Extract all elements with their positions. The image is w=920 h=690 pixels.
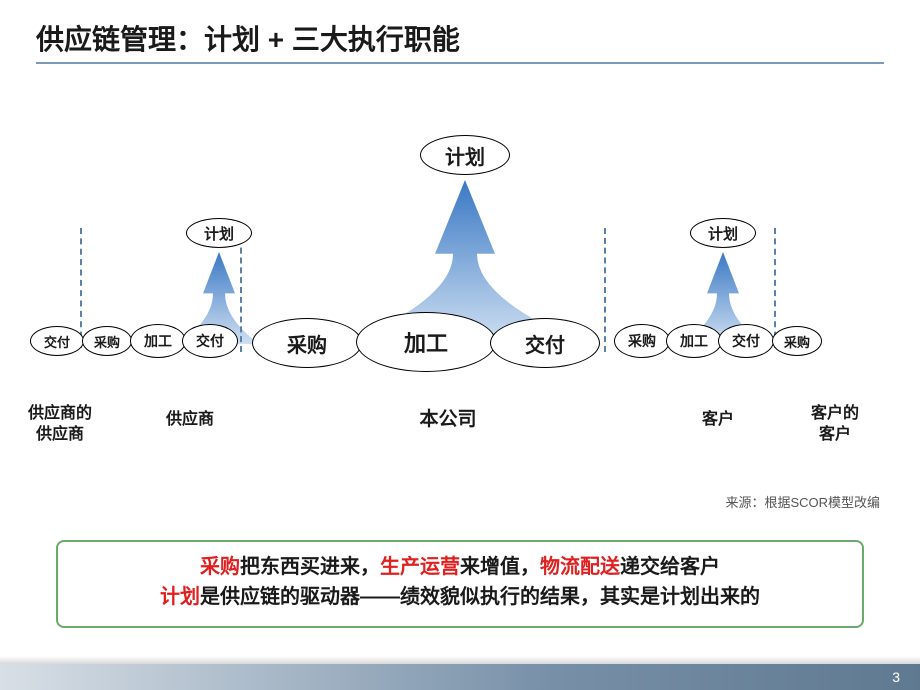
plan-node-left: 计划 (186, 218, 252, 248)
footer-bar: 3 (0, 664, 920, 690)
entity-label-3: 客户 (688, 410, 748, 431)
separator-dash-2 (604, 228, 606, 352)
chain-node-6: 交付 (490, 318, 600, 368)
plan-node-right: 计划 (690, 218, 756, 248)
page-number: 3 (892, 669, 900, 685)
chain-node-7: 采购 (614, 324, 670, 358)
chain-node-5: 加工 (356, 312, 496, 372)
separator-dash-1 (240, 228, 242, 352)
separator-dash-0 (80, 228, 82, 348)
summary-line-1: 采购把东西买进来，生产运营来增值，物流配送递交给客户 (70, 552, 850, 582)
chain-node-1: 采购 (82, 326, 132, 356)
entity-label-4: 客户的 客户 (800, 404, 870, 446)
entity-label-2: 本公司 (398, 408, 498, 433)
chain-node-4: 采购 (252, 318, 362, 368)
separator-dash-3 (774, 228, 776, 348)
source-note: 来源：根据SCOR模型改编 (725, 492, 880, 511)
title-underline (36, 62, 884, 64)
chain-node-2: 加工 (130, 324, 186, 358)
summary-line-2: 计划是供应链的驱动器——绩效貌似执行的结果，其实是计划出来的 (70, 582, 850, 612)
chain-node-10: 采购 (772, 326, 822, 356)
summary-box: 采购把东西买进来，生产运营来增值，物流配送递交给客户 计划是供应链的驱动器——绩… (56, 540, 864, 628)
scor-diagram: 计划计划计划交付采购加工交付采购加工交付采购加工交付采购供应商的 供应商供应商本… (0, 90, 920, 450)
chain-node-0: 交付 (30, 326, 84, 356)
slide-title: 供应链管理：计划 + 三大执行职能 (36, 18, 460, 58)
chain-node-8: 加工 (666, 324, 722, 358)
plan-node-top: 计划 (420, 135, 510, 175)
chain-node-3: 交付 (182, 324, 238, 358)
footer-shadow (0, 656, 920, 664)
entity-label-1: 供应商 (150, 410, 230, 431)
chain-node-9: 交付 (718, 324, 774, 358)
entity-label-0: 供应商的 供应商 (20, 404, 100, 446)
